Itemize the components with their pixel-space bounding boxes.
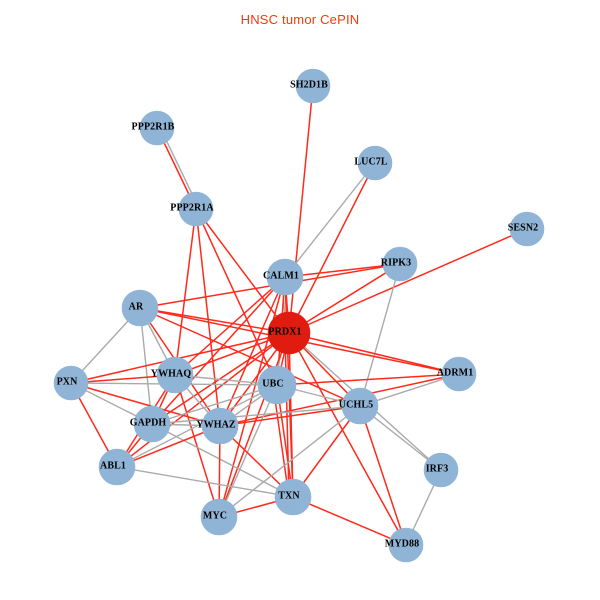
graph-edge — [359, 263, 401, 407]
graph-node-ubc[interactable] — [257, 365, 297, 405]
graph-edge — [284, 332, 290, 498]
graph-edge — [151, 405, 361, 425]
graph-edge — [174, 374, 220, 518]
graph-edge — [288, 332, 460, 375]
graph-edge — [288, 162, 376, 334]
graph-node-gapdh[interactable] — [133, 405, 171, 443]
graph-node-ywhaq[interactable] — [156, 356, 194, 394]
graph-node-ywhaz[interactable] — [201, 407, 239, 445]
graph-node-myc[interactable] — [200, 498, 238, 536]
graph-node-ppp2r1b[interactable] — [139, 110, 175, 146]
graph-edge — [284, 162, 376, 278]
graph-edge — [219, 276, 286, 427]
graph-edge — [288, 85, 314, 334]
graph-edge — [288, 332, 407, 546]
page-title: HNSC tumor CePIN — [240, 12, 360, 27]
graph-node-adrm1[interactable] — [441, 356, 477, 392]
graph-node-ar[interactable] — [121, 289, 159, 327]
graph-edge — [139, 307, 361, 407]
graph-edge — [219, 373, 460, 427]
graph-edge — [70, 382, 221, 427]
graph-edge — [151, 276, 286, 425]
graph-edge — [292, 496, 407, 546]
graph-node-sh2d1b[interactable] — [295, 68, 331, 104]
graph-node-ripk3[interactable] — [382, 246, 418, 282]
graph-edge — [218, 405, 361, 518]
graph-edge — [195, 208, 290, 334]
graph-edge — [218, 384, 278, 518]
graph-edge — [288, 263, 401, 334]
graph-edge — [288, 332, 294, 498]
graph-edge — [116, 425, 221, 468]
graph-edge — [116, 332, 290, 468]
graph-node-pxn[interactable] — [53, 365, 89, 401]
graph-edge — [359, 405, 407, 546]
graph-edge — [116, 466, 294, 498]
graph-edge — [139, 307, 290, 334]
graph-node-uchl5[interactable] — [341, 387, 379, 425]
graph-edge — [276, 373, 460, 386]
graph-edge — [288, 228, 528, 334]
graph-node-myd88[interactable] — [388, 527, 424, 563]
graph-edge — [151, 332, 290, 425]
graph-node-abl1[interactable] — [98, 448, 136, 486]
graph-node-irf3[interactable] — [423, 452, 459, 488]
graph-edge — [151, 423, 294, 498]
graph-node-ppp2r1a[interactable] — [178, 191, 214, 227]
graph-edge — [219, 405, 361, 427]
graph-node-prdx1[interactable] — [267, 311, 311, 355]
graph-edge — [151, 384, 278, 425]
graph-edge — [174, 208, 197, 376]
graph-node-txn[interactable] — [274, 478, 312, 516]
graph-node-sesn2[interactable] — [509, 211, 545, 247]
graph-edge — [284, 263, 401, 278]
graph-edge — [218, 276, 286, 518]
graph-edge — [292, 405, 361, 498]
graph-node-calm1[interactable] — [266, 258, 304, 296]
graph-node-luc7l[interactable] — [357, 145, 393, 181]
nodes-layer — [53, 68, 545, 563]
